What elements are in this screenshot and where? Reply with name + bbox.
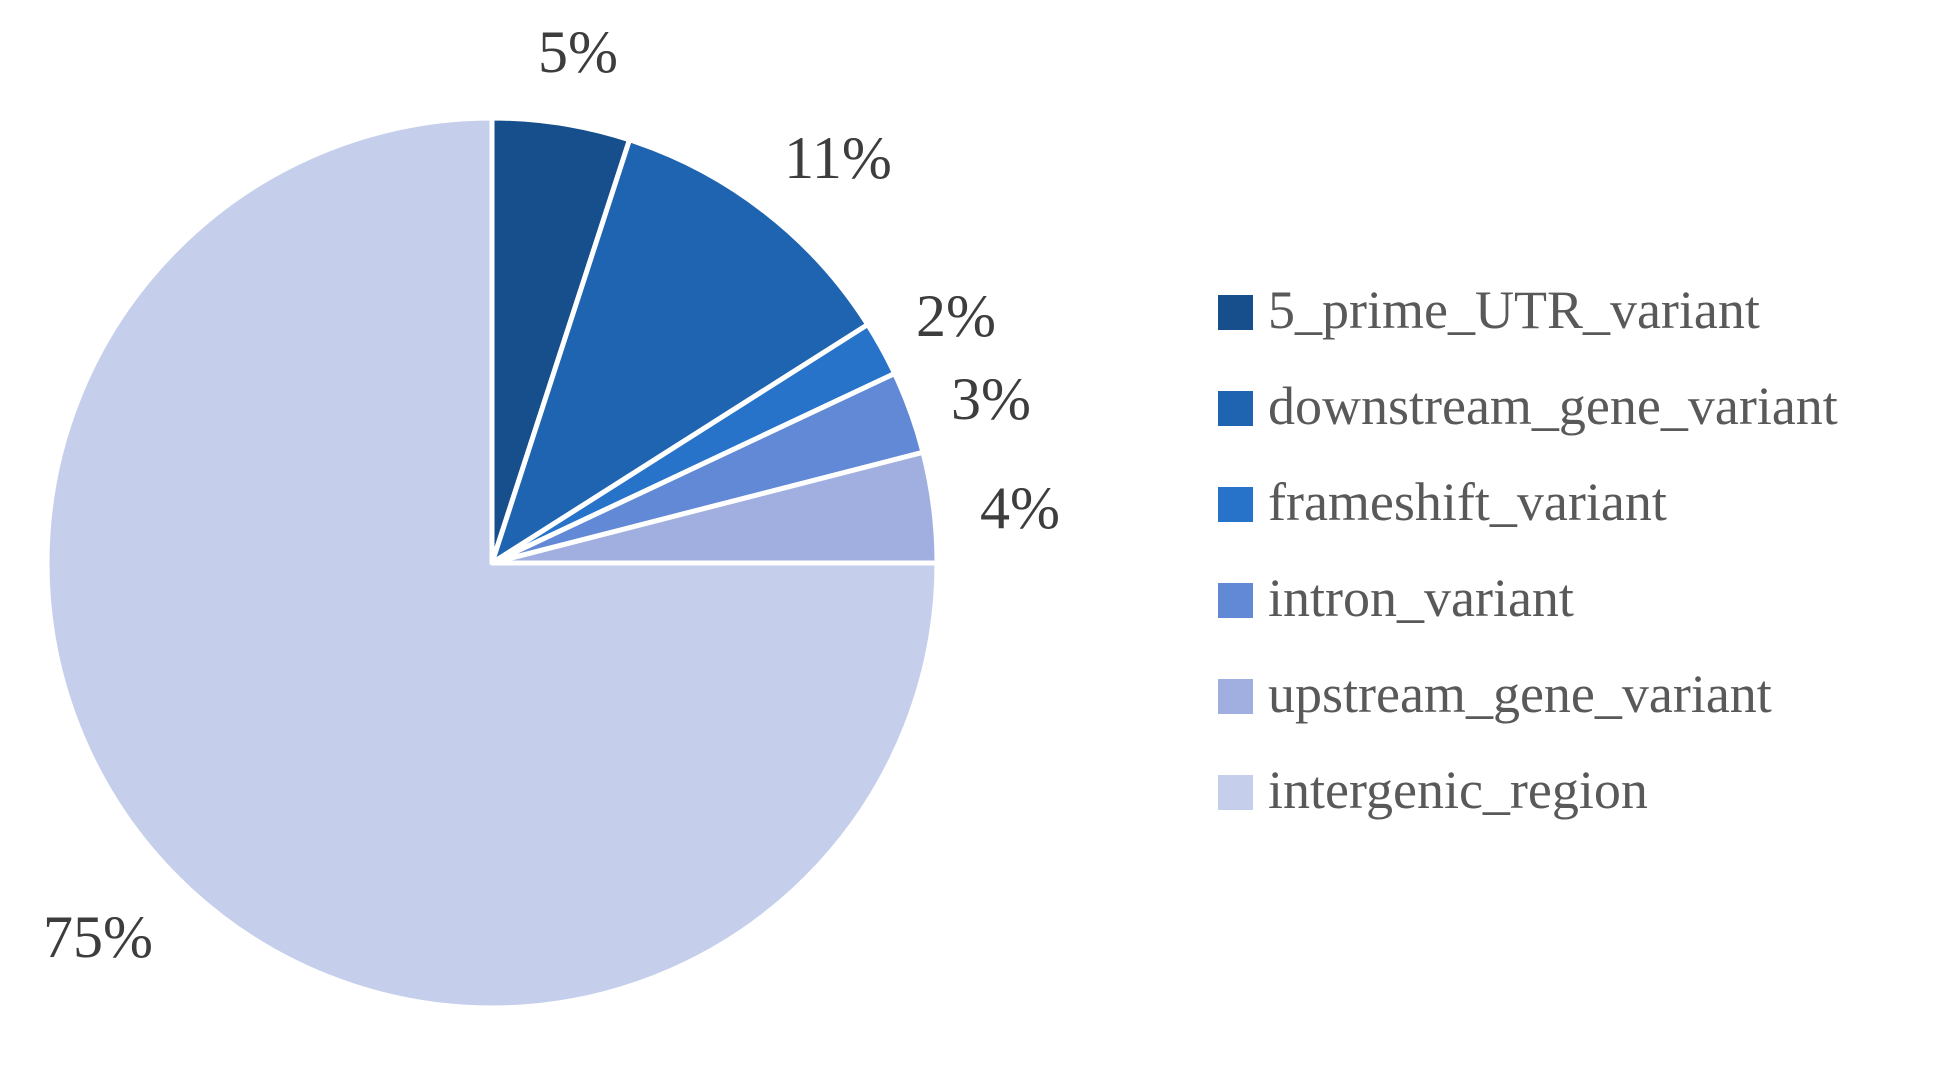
legend-item-frameshift-variant: frameshift_variant bbox=[1218, 456, 1838, 552]
legend-item-downstream-gene-variant: downstream_gene_variant bbox=[1218, 360, 1838, 456]
legend-label-frameshift-variant: frameshift_variant bbox=[1268, 472, 1667, 532]
percent-label-5-prime-utr-variant: 5% bbox=[538, 19, 618, 85]
legend-item-intergenic-region: intergenic_region bbox=[1218, 744, 1838, 840]
legend-label-5-prime-utr-variant: 5_prime_UTR_variant bbox=[1268, 280, 1760, 340]
legend-label-intron-variant: intron_variant bbox=[1268, 568, 1574, 628]
percent-label-intergenic-region: 75% bbox=[43, 904, 153, 970]
percent-label-intron-variant: 3% bbox=[951, 366, 1031, 432]
legend-item-upstream-gene-variant: upstream_gene_variant bbox=[1218, 648, 1838, 744]
legend-item-intron-variant: intron_variant bbox=[1218, 552, 1838, 648]
legend-swatch-frameshift-variant bbox=[1218, 486, 1253, 522]
legend-label-upstream-gene-variant: upstream_gene_variant bbox=[1268, 664, 1772, 724]
percent-label-downstream-gene-variant: 11% bbox=[784, 125, 892, 191]
legend-swatch-5-prime-utr-variant bbox=[1218, 294, 1253, 330]
percent-label-upstream-gene-variant: 4% bbox=[980, 475, 1060, 541]
legend-label-downstream-gene-variant: downstream_gene_variant bbox=[1268, 376, 1838, 436]
pie-slice-downstream_gene_variant bbox=[489, 137, 871, 566]
legend-swatch-intergenic-region bbox=[1218, 774, 1253, 810]
legend-item-5-prime-utr-variant: 5_prime_UTR_variant bbox=[1218, 264, 1838, 360]
percent-label-frameshift-variant: 2% bbox=[916, 283, 996, 349]
legend-swatch-intron-variant bbox=[1218, 582, 1253, 618]
legend: 5_prime_UTR_variant downstream_gene_vari… bbox=[1218, 264, 1838, 840]
legend-swatch-downstream-gene-variant bbox=[1218, 390, 1253, 426]
pie-slice-intergenic_region bbox=[44, 115, 940, 1011]
legend-label-intergenic-region: intergenic_region bbox=[1268, 760, 1648, 820]
legend-swatch-upstream-gene-variant bbox=[1218, 678, 1253, 714]
pie-chart bbox=[44, 115, 940, 1011]
